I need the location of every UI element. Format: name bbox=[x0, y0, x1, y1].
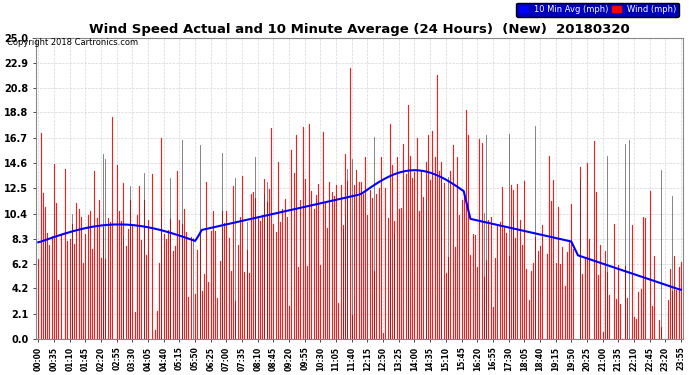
Title: Wind Speed Actual and 10 Minute Average (24 Hours)  (New)  20180320: Wind Speed Actual and 10 Minute Average … bbox=[89, 23, 630, 36]
Legend: 10 Min Avg (mph), Wind (mph): 10 Min Avg (mph), Wind (mph) bbox=[516, 3, 679, 16]
Text: Copyright 2018 Cartronics.com: Copyright 2018 Cartronics.com bbox=[7, 38, 138, 47]
